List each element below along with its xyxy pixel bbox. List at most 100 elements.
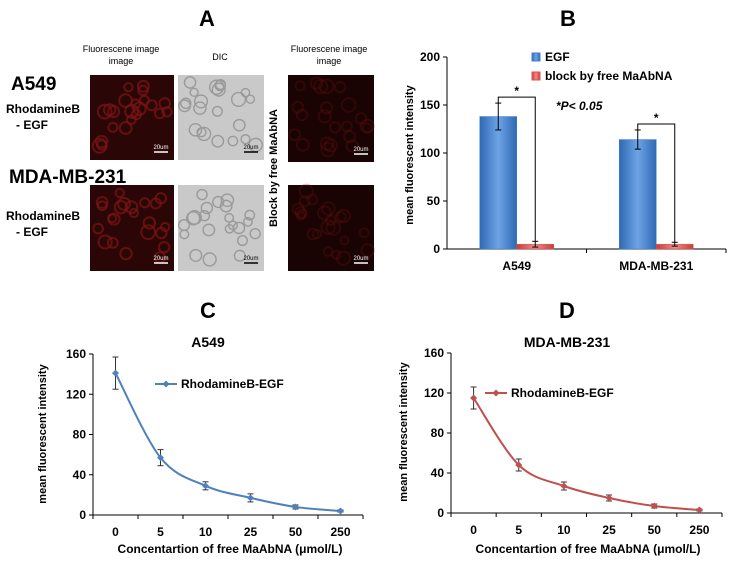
legend-swatch [531, 52, 541, 62]
cell [245, 94, 256, 105]
x-tick-label: 250 [330, 525, 350, 539]
y-tick-label: 40 [431, 466, 445, 480]
cell [334, 211, 347, 223]
microscopy-images: 20um 20um 20um 20um 20um 20um [90, 75, 375, 271]
cell [322, 246, 334, 257]
cell [124, 103, 140, 119]
cell [202, 223, 216, 237]
cell [94, 134, 109, 149]
mda-blocked-fluorescence-image-bg [288, 185, 374, 271]
panel-c-title: A549 [191, 334, 225, 350]
y-tick-label: 150 [420, 98, 440, 112]
significance-marker: * [514, 84, 519, 98]
cell [227, 135, 239, 147]
cell [140, 224, 157, 241]
x-tick-label: 5 [157, 525, 164, 539]
cell [187, 209, 202, 225]
probe-label-row1-line1: RhodamineB [6, 102, 80, 116]
a549-dic-image: 20um [178, 75, 264, 160]
series-line [114, 372, 341, 512]
chart-d: 0 40 80 120 160 0 5 10 25 50 250 RhodamineB-EGF [424, 346, 723, 537]
cell [335, 250, 352, 266]
cell [320, 219, 336, 235]
cell [249, 227, 261, 240]
probe-label-row1-line2: - EGF [16, 118, 48, 132]
scale-bar-label: 20um [243, 145, 258, 151]
y-tick-label: 80 [431, 426, 445, 440]
cell [106, 236, 119, 249]
cell [214, 79, 226, 92]
cell [244, 209, 256, 221]
data-point [247, 494, 254, 502]
cell [298, 183, 314, 199]
cell [137, 84, 149, 97]
cell [179, 229, 190, 240]
cell [200, 201, 214, 215]
panel-d: D MDA-MB-231 mean fluorescent intensity … [398, 298, 723, 556]
chart-c: 0 40 80 120 160 0 5 10 25 50 250 RhodamineB-EGF [66, 347, 364, 539]
a549-fluorescence-image: 20um [90, 75, 174, 160]
cell [318, 78, 335, 95]
panel-b-annotation: *P< 0.05 [556, 99, 603, 113]
y-tick-label: 0 [433, 242, 440, 256]
cell [189, 87, 199, 98]
cell [360, 243, 375, 258]
x-tick-label: 250 [689, 523, 709, 537]
x-tick-label: 50 [648, 523, 662, 537]
cell [295, 108, 309, 122]
cell [321, 201, 336, 216]
cell [317, 109, 332, 124]
cell [319, 136, 335, 151]
a549-blocked-fluorescence-image-bg [288, 75, 374, 162]
cell [294, 80, 306, 92]
cell [336, 208, 351, 224]
cell [211, 105, 223, 117]
cell [196, 126, 212, 142]
legend-label: RhodamineB-EGF [511, 386, 614, 400]
cell [161, 106, 173, 118]
probe-label-row2-line2: - EGF [16, 225, 48, 239]
y-tick-label: 0 [437, 506, 444, 520]
x-tick-label: MDA-MB-231 [619, 259, 693, 273]
cell [113, 200, 129, 215]
cell [358, 227, 370, 239]
cell [139, 197, 151, 209]
cell [295, 137, 310, 152]
cell [189, 248, 203, 262]
cell [220, 193, 235, 208]
cell [208, 79, 225, 95]
cell [211, 82, 226, 97]
x-tick-label: A549 [502, 259, 531, 273]
mda-fluorescence-image: 20um [90, 185, 174, 271]
data-point [470, 394, 478, 402]
cell-line-mda: MDA-MB-231 [9, 167, 127, 188]
x-tick-label: 10 [557, 523, 571, 537]
scale-bar-label: 20um [153, 145, 168, 151]
panel-c-y-axis-label: mean fluorescent intensity [37, 363, 49, 503]
legend-label: EGF [545, 50, 570, 64]
cell [359, 118, 375, 134]
cell [361, 122, 373, 134]
cell [180, 97, 192, 110]
cell [219, 199, 233, 213]
data-point [695, 506, 703, 514]
scale-bar-label: 20um [353, 147, 368, 153]
cell [119, 246, 133, 261]
cell [325, 214, 337, 227]
cell [142, 216, 157, 230]
panel-c-x-axis-label: Concentartion of free MaAbNA (μmol/L) [118, 542, 343, 556]
cell [236, 235, 249, 247]
y-tick-label: 120 [66, 387, 86, 401]
data-point [202, 482, 209, 490]
cell [154, 192, 168, 205]
panel-d-title: MDA-MB-231 [524, 334, 611, 350]
cell [291, 202, 305, 216]
probe-label-row2-line1: RhodamineB [6, 209, 80, 223]
cell [319, 101, 334, 115]
cell [107, 121, 119, 133]
cell [242, 216, 253, 227]
x-tick-label: 25 [244, 525, 258, 539]
significance-bracket [497, 96, 536, 242]
cell [230, 91, 247, 107]
col-header-fluor-2: Fluorescene image [291, 44, 368, 54]
